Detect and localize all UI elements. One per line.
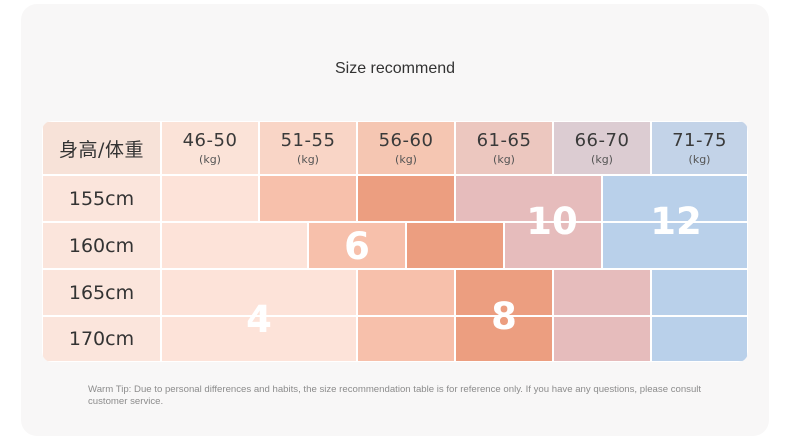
weight-unit: (kg) [591,152,613,166]
chart-title: Size recommend [334,60,456,77]
weight-unit: (kg) [395,152,417,166]
size-cell-12 [602,175,748,222]
size-cell-4 [161,175,259,222]
height-row-170: 170cm [42,316,161,362]
size-label-8: 8 [491,295,517,338]
weight-range: 46-50 [182,129,238,151]
size-label-4: 4 [246,298,272,341]
size-cell-8 [357,175,455,222]
size-cell-12 [602,222,748,269]
weight-unit: (kg) [297,152,319,166]
size-cell-12 [651,316,748,362]
size-cell-6 [357,269,455,316]
size-cell-8 [406,222,504,269]
weight-header-61-65: 61-65 (kg) [455,121,553,175]
weight-header-66-70: 66-70 (kg) [553,121,651,175]
weight-unit: (kg) [199,152,221,166]
height-label: 165cm [68,281,135,304]
size-cell-10 [553,316,651,362]
height-row-160: 160cm [42,222,161,269]
weight-range: 56-60 [378,129,434,151]
size-cell-10 [553,269,651,316]
weight-unit: (kg) [493,152,515,166]
size-cell-6 [357,316,455,362]
weight-range: 51-55 [280,129,336,151]
weight-range: 61-65 [476,129,532,151]
size-cell-8 [455,316,553,362]
weight-header-56-60: 56-60 (kg) [357,121,455,175]
size-label-10: 10 [526,200,578,243]
size-table: 身高/体重 46-50 (kg) 51-55 (kg) 56-60 (kg) 6… [42,121,748,362]
height-label: 170cm [68,328,135,350]
size-cell-10 [455,175,602,222]
size-cell-4 [161,316,357,362]
size-cell-8 [455,269,553,316]
warm-tip: Warm Tip: Due to personal differences an… [88,384,702,407]
size-cell-4 [161,222,308,269]
height-label: 155cm [68,187,135,210]
size-label-6: 6 [344,225,370,268]
size-cell-6 [308,222,406,269]
size-cell-4 [161,269,357,316]
weight-header-51-55: 51-55 (kg) [259,121,357,175]
size-cell-12 [651,269,748,316]
height-label: 160cm [68,234,135,257]
size-cell-6 [259,175,357,222]
weight-range: 66-70 [574,129,630,151]
weight-unit: (kg) [688,152,711,166]
size-label-12: 12 [650,200,702,243]
weight-range: 71-75 [672,129,727,151]
corner-label: 身高/体重 [59,138,144,161]
height-row-155: 155cm [42,175,161,222]
weight-header-46-50: 46-50 (kg) [161,121,259,175]
corner-header: 身高/体重 [42,121,161,175]
size-cell-10 [504,222,602,269]
weight-header-71-75: 71-75 (kg) [651,121,748,175]
height-row-165: 165cm [42,269,161,316]
